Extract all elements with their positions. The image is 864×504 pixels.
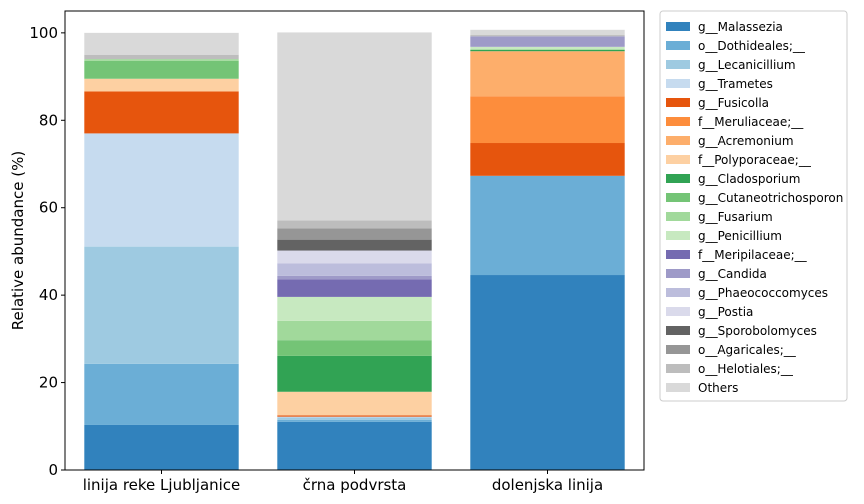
bar-segment-1-4	[277, 415, 432, 417]
legend-label-18: o__Helotiales;__	[698, 362, 794, 376]
bar-segment-1-11	[277, 296, 432, 321]
bar-segment-2-10	[470, 49, 625, 50]
legend-swatch-6	[666, 136, 690, 145]
bar-segment-0-4	[84, 91, 239, 134]
legend-swatch-13	[666, 269, 690, 278]
legend-swatch-14	[666, 288, 690, 297]
bar-segment-0-1	[84, 363, 239, 425]
legend-label-16: g__Sporobolomyces	[698, 324, 817, 338]
legend-swatch-15	[666, 307, 690, 316]
legend-swatch-2	[666, 60, 690, 69]
bar-segment-1-12	[277, 279, 432, 297]
bar-segment-1-7	[277, 391, 432, 416]
legend-label-14: g__Phaeococcomyces	[698, 286, 828, 300]
x-axis: linija reke Ljubljanice črna podvrsta dole…	[83, 470, 603, 494]
legend-swatch-17	[666, 345, 690, 354]
y-tick-label-4: 80	[39, 111, 58, 129]
legend-label-4: g__Fusicolla	[698, 96, 769, 110]
y-tick-label-0: 0	[48, 461, 58, 479]
legend-box	[659, 10, 848, 402]
x-tick-label-0: linija reke Ljubljanice	[83, 476, 241, 494]
bar-segment-0-2	[84, 246, 239, 364]
bar-segment-0-9	[84, 60, 239, 79]
bar-segment-1-15	[277, 250, 432, 264]
bar-segment-1-14	[277, 263, 432, 276]
bar-segment-1-13	[277, 275, 432, 280]
bar-segment-2-4	[470, 143, 625, 176]
bar-segment-0-19	[84, 32, 239, 55]
bar-segment-1-2	[277, 417, 432, 420]
plot-bars	[84, 29, 625, 470]
bar-segment-2-8	[470, 49, 625, 52]
bar-segment-0-0	[84, 424, 239, 470]
bar-segment-2-13	[470, 36, 625, 47]
legend-label-13: g__Candida	[698, 267, 767, 281]
bar-segment-1-9	[277, 340, 432, 356]
bar-segment-2-11	[470, 46, 625, 50]
bar-segment-1-16	[277, 239, 432, 251]
bar-segment-1-3	[277, 416, 432, 418]
bar-segment-1-19	[277, 32, 432, 221]
legend-label-11: g__Penicillium	[698, 229, 782, 243]
legend-swatch-9	[666, 193, 690, 202]
legend-swatch-12	[666, 250, 690, 259]
legend-label-9: g__Cutaneotrichosporon	[698, 191, 843, 205]
y-tick-label-3: 60	[39, 199, 58, 217]
bar-segment-2-18	[470, 35, 625, 37]
legend-label-6: g__Acremonium	[698, 134, 794, 148]
bar-segment-2-5	[470, 96, 625, 144]
legend-swatch-10	[666, 212, 690, 221]
bar-segment-1-18	[277, 220, 432, 229]
legend-label-10: g__Fusarium	[698, 210, 773, 224]
bar-segment-2-0	[470, 275, 625, 470]
legend-label-1: o__Dothideales;__	[698, 39, 806, 53]
legend-label-3: g__Trametes	[698, 77, 773, 91]
legend-label-17: o__Agaricales;__	[698, 343, 797, 357]
y-tick-label-1: 20	[39, 374, 58, 392]
y-axis: 0 20 40 60 80 100	[29, 24, 65, 479]
x-tick-label-1: črna podvrsta	[303, 476, 407, 494]
legend-swatch-18	[666, 364, 690, 373]
bar-segment-0-10	[84, 59, 239, 61]
legend-swatch-16	[666, 326, 690, 335]
x-tick-label-2: dolenjska linija	[492, 476, 603, 494]
legend-label-8: g__Cladosporium	[698, 172, 800, 186]
bar-segment-1-8	[277, 355, 432, 392]
legend-label-15: g__Postia	[698, 305, 753, 319]
bar-segment-2-6	[470, 51, 625, 97]
bar-segment-0-7	[84, 78, 239, 92]
legend-label-7: f__Polyporaceae;__	[698, 153, 812, 167]
legend-swatch-8	[666, 174, 690, 183]
legend-swatch-4	[666, 98, 690, 107]
legend-swatch-0	[666, 22, 690, 31]
legend-swatch-11	[666, 231, 690, 240]
legend-swatch-1	[666, 41, 690, 50]
legend-swatch-19	[666, 383, 690, 392]
bar-segment-1-0	[277, 421, 432, 470]
bar-segment-2-1	[470, 175, 625, 276]
legend-label-19: Others	[698, 381, 738, 395]
legend-label-5: f__Meruliaceae;__	[698, 115, 804, 129]
bar-segment-0-18	[84, 54, 239, 60]
bar-segment-0-3	[84, 133, 239, 247]
y-tick-label-5: 100	[29, 24, 58, 42]
bar-segment-2-19	[470, 29, 625, 36]
legend: g__Malassezia o__Dothideales;__ g__Lecanic…	[659, 10, 848, 402]
legend-label-12: f__Meripilaceae;__	[698, 248, 808, 262]
legend-label-2: g__Lecanicillium	[698, 58, 796, 72]
legend-swatch-5	[666, 117, 690, 126]
y-tick-label-2: 40	[39, 286, 58, 304]
bar-segment-1-17	[277, 228, 432, 240]
bar-segment-1-10	[277, 320, 432, 341]
y-axis-title: Relative abundance (%)	[9, 151, 27, 330]
legend-swatch-7	[666, 155, 690, 164]
legend-swatch-3	[666, 79, 690, 88]
bar-segment-1-1	[277, 419, 432, 422]
legend-label-0: g__Malassezia	[698, 20, 783, 34]
